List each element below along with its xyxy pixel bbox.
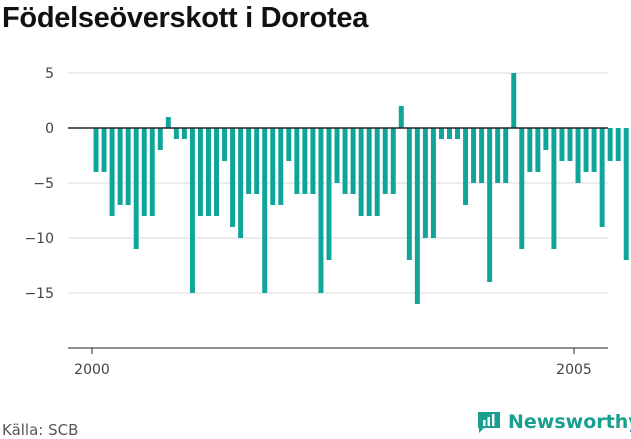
bar bbox=[583, 128, 589, 172]
bar bbox=[214, 128, 220, 216]
bar bbox=[535, 128, 541, 172]
y-tick-label: −10 bbox=[24, 231, 54, 247]
bar bbox=[511, 73, 517, 128]
bar bbox=[197, 128, 203, 216]
bar bbox=[222, 128, 228, 161]
bar bbox=[165, 117, 171, 128]
bar bbox=[141, 128, 147, 216]
bar bbox=[430, 128, 436, 238]
bar bbox=[406, 128, 412, 260]
bar bbox=[326, 128, 332, 260]
bar bbox=[230, 128, 236, 227]
bar bbox=[607, 128, 613, 161]
bar bbox=[479, 128, 485, 183]
bar bbox=[527, 128, 533, 172]
bar bbox=[358, 128, 364, 216]
bar bbox=[205, 128, 211, 216]
bar bbox=[559, 128, 565, 161]
bar bbox=[294, 128, 300, 194]
bar bbox=[398, 106, 404, 128]
y-tick-label: 5 bbox=[45, 66, 54, 82]
bar bbox=[551, 128, 557, 249]
bar bbox=[374, 128, 380, 216]
bar bbox=[117, 128, 123, 205]
y-tick-label: −15 bbox=[24, 286, 54, 302]
bar bbox=[422, 128, 428, 238]
bar bbox=[487, 128, 493, 282]
bar bbox=[438, 128, 444, 139]
bar bbox=[125, 128, 131, 205]
bar bbox=[471, 128, 477, 183]
bar bbox=[246, 128, 252, 194]
bar bbox=[189, 128, 195, 293]
bar bbox=[390, 128, 396, 194]
bar bbox=[342, 128, 348, 194]
bar bbox=[350, 128, 356, 194]
bar bbox=[495, 128, 501, 183]
y-tick-label: 0 bbox=[45, 121, 54, 137]
bar bbox=[575, 128, 581, 183]
x-axis-ticks: 200020052010201520202025 bbox=[74, 348, 592, 378]
x-tick-label: 2000 bbox=[74, 362, 110, 378]
chart-title: Födelseöverskott i Dorotea bbox=[2, 2, 369, 34]
bar bbox=[623, 128, 629, 260]
bar bbox=[149, 128, 155, 216]
bar bbox=[286, 128, 292, 161]
bar bbox=[238, 128, 244, 238]
bar bbox=[101, 128, 107, 172]
brand-logo[interactable]: Newsworthy bbox=[476, 410, 631, 434]
bar bbox=[93, 128, 99, 172]
bar bbox=[133, 128, 139, 249]
bar bbox=[591, 128, 597, 172]
bar bbox=[334, 128, 340, 183]
bar bbox=[503, 128, 509, 183]
bar bbox=[254, 128, 260, 194]
bar bbox=[181, 128, 187, 139]
bar bbox=[157, 128, 163, 150]
bar bbox=[109, 128, 115, 216]
bar bbox=[519, 128, 525, 249]
y-tick-label: −5 bbox=[33, 176, 54, 192]
newsworthy-logo-icon bbox=[478, 412, 500, 433]
brand-name: Newsworthy bbox=[508, 411, 631, 433]
bar bbox=[599, 128, 605, 227]
bar bbox=[310, 128, 316, 194]
bar bbox=[446, 128, 452, 139]
bar bbox=[262, 128, 268, 293]
source-label: Källa: SCB bbox=[2, 421, 79, 439]
bars bbox=[93, 73, 629, 304]
bar bbox=[318, 128, 324, 293]
bar bbox=[366, 128, 372, 216]
y-axis-labels: 5 0 −5 −10 −15 bbox=[24, 66, 54, 302]
bar bbox=[463, 128, 469, 205]
bar bbox=[543, 128, 549, 150]
bar bbox=[173, 128, 179, 139]
bar bbox=[382, 128, 388, 194]
bar bbox=[270, 128, 276, 205]
bar bbox=[615, 128, 621, 161]
x-tick-label: 2005 bbox=[556, 362, 592, 378]
bar bbox=[278, 128, 284, 205]
bar bbox=[567, 128, 573, 161]
bar bbox=[414, 128, 420, 304]
bar bbox=[302, 128, 308, 194]
bar bbox=[455, 128, 461, 139]
